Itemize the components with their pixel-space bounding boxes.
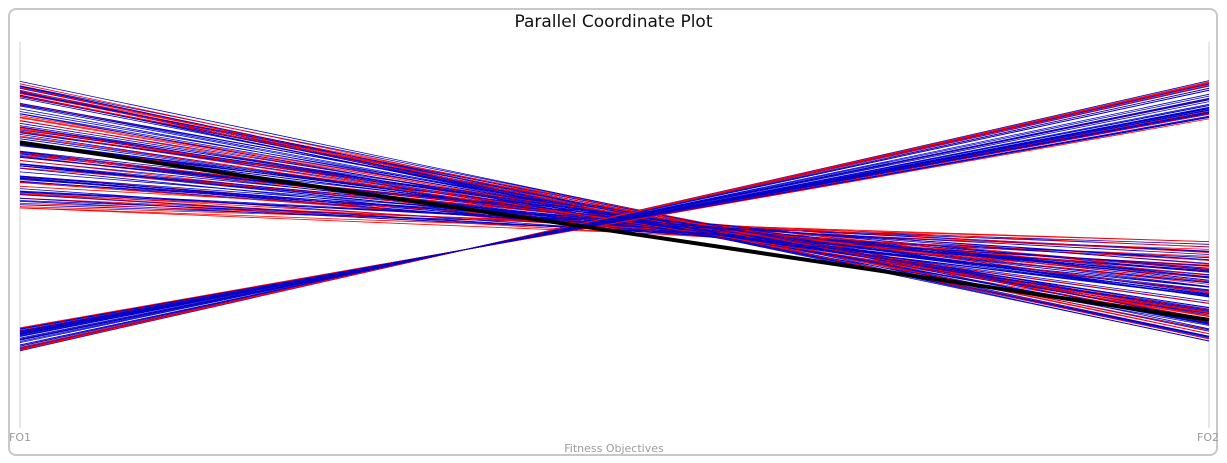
polyline-descending <box>19 93 1210 323</box>
polyline-ascending <box>19 90 1210 346</box>
polyline-ascending <box>19 118 1210 329</box>
polyline-descending <box>19 129 1210 298</box>
x-axis-title: Fitness Objectives <box>564 442 664 455</box>
polyline-descending <box>19 204 1210 245</box>
polyline-descending <box>19 163 1210 288</box>
highlighted-polyline <box>19 140 1210 322</box>
chart-title: Parallel Coordinate Plot <box>514 12 713 32</box>
polyline-descending <box>19 177 1210 273</box>
polyline-descending <box>19 96 1210 323</box>
polyline-ascending <box>19 111 1210 333</box>
axis-label-fo2: FO2 <box>1197 431 1219 444</box>
polyline-ascending <box>19 95 1210 342</box>
polyline-descending <box>19 92 1210 321</box>
polyline-ascending <box>19 81 1210 351</box>
polyline-descending <box>19 157 1210 273</box>
polyline-ascending <box>19 85 1210 349</box>
polyline-descending <box>19 85 1210 337</box>
polyline-descending <box>19 87 1210 335</box>
polyline-ascending <box>19 99 1210 340</box>
polyline-ascending <box>19 107 1210 335</box>
polyline-descending <box>19 207 1210 250</box>
polyline-descending <box>19 131 1210 294</box>
axis-label-fo1: FO1 <box>9 431 31 444</box>
